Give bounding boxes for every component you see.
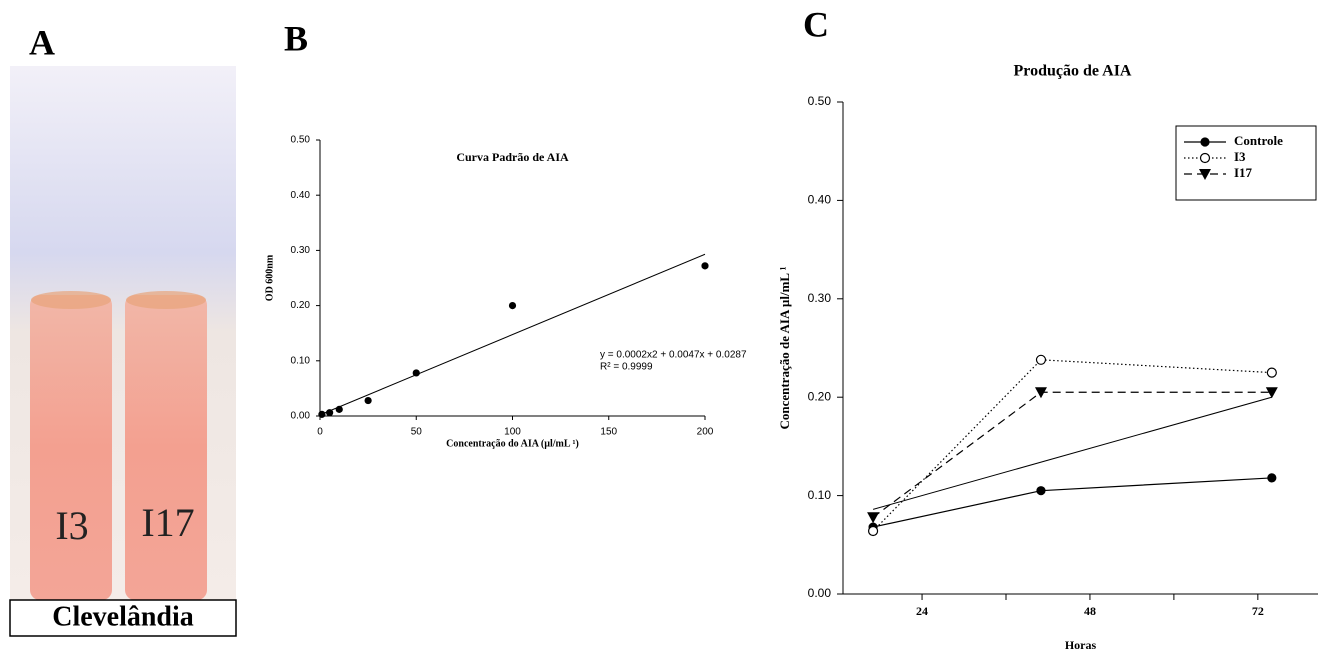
series-line xyxy=(872,391,1272,518)
marker xyxy=(508,302,517,310)
y-tick-label: 0.10 xyxy=(808,488,832,502)
legend-marker xyxy=(1199,152,1211,164)
tube-label: I17 xyxy=(141,500,194,545)
marker xyxy=(364,396,372,405)
marker xyxy=(318,410,326,418)
y-tick-label: 0.30 xyxy=(808,291,832,305)
y-tick-label: 0.30 xyxy=(291,245,311,256)
series-line xyxy=(872,359,1272,532)
marker xyxy=(1267,473,1277,483)
panel-label: A xyxy=(29,22,55,62)
x-axis-label: Concentração do AIA (µl/mL ¹) xyxy=(446,438,579,449)
x-tick-label: 50 xyxy=(411,427,423,438)
y-tick-label: 0.50 xyxy=(808,94,832,108)
legend-marker xyxy=(1199,169,1211,180)
x-tick-label: 100 xyxy=(504,427,521,438)
marker xyxy=(1265,387,1278,399)
y-tick-label: 0.20 xyxy=(291,300,311,311)
trend-line xyxy=(872,396,1272,510)
marker xyxy=(867,525,879,537)
legend-label: Controle xyxy=(1234,133,1283,148)
x-tick-label: 24 xyxy=(916,604,928,618)
x-tick-label: 72 xyxy=(1252,604,1264,618)
annotation: R² = 0.9999 xyxy=(600,362,653,373)
y-axis-label: Concentração de AIA µl/mL ¹ xyxy=(777,266,792,429)
y-tick-label: 0.00 xyxy=(291,411,311,422)
photo-caption: Clevelândia xyxy=(52,601,194,632)
meniscus xyxy=(31,291,111,309)
marker xyxy=(412,369,420,377)
y-tick-label: 0.20 xyxy=(808,389,832,403)
y-tick-label: 0.40 xyxy=(808,193,832,207)
y-tick-label: 0.00 xyxy=(808,586,832,600)
marker xyxy=(701,262,709,270)
x-tick-label: 200 xyxy=(697,427,714,438)
annotation: y = 0.0002x2 + 0.0047x + 0.0287 xyxy=(600,350,747,361)
marker xyxy=(335,405,343,413)
tube xyxy=(30,295,112,600)
tube-label: I3 xyxy=(55,503,88,548)
marker xyxy=(1036,486,1046,496)
y-tick-label: 0.10 xyxy=(291,355,311,366)
chart-title: Produção de AIA xyxy=(1014,63,1132,80)
legend-marker xyxy=(1200,137,1210,147)
x-axis-label: Horas xyxy=(1065,638,1097,652)
caption-box xyxy=(9,599,237,637)
y-tick-label: 0.50 xyxy=(291,135,311,146)
y-axis-label: OD 600nm xyxy=(264,254,275,301)
legend-label: I3 xyxy=(1234,149,1246,164)
marker xyxy=(1034,387,1047,399)
tube xyxy=(125,295,207,600)
legend-box xyxy=(1175,125,1317,201)
x-tick-label: 150 xyxy=(600,427,617,438)
marker xyxy=(1266,367,1277,378)
x-tick-label: 48 xyxy=(1084,604,1096,618)
meniscus xyxy=(126,291,206,309)
y-tick-label: 0.40 xyxy=(291,190,311,201)
panel-label: B xyxy=(284,18,308,58)
legend-label: I17 xyxy=(1234,165,1253,180)
marker xyxy=(1035,354,1047,365)
marker xyxy=(326,409,334,417)
photo-panel: I3 I17 Clevelândia xyxy=(9,66,237,637)
series-line xyxy=(872,477,1272,528)
trend-line xyxy=(319,253,706,416)
panel-label: C xyxy=(803,4,829,44)
x-tick-label: 0 xyxy=(317,427,323,438)
marker xyxy=(867,512,880,524)
chart-title: Curva Padrão de AIA xyxy=(456,150,569,164)
